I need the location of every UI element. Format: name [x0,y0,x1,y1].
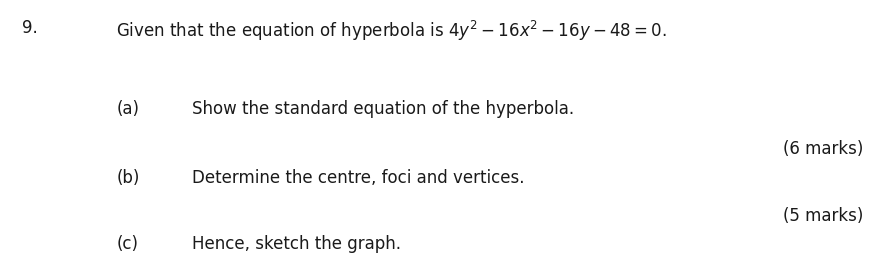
Text: Determine the centre, foci and vertices.: Determine the centre, foci and vertices. [192,169,525,187]
Text: (b): (b) [116,169,139,187]
Text: Given that the equation of hyperbola is $4y^2 - 16x^2 - 16y - 48 = 0$.: Given that the equation of hyperbola is … [116,19,667,43]
Text: Show the standard equation of the hyperbola.: Show the standard equation of the hyperb… [192,100,574,118]
Text: (6 marks): (6 marks) [782,140,863,158]
Text: (c): (c) [116,235,139,253]
Text: 9.: 9. [22,19,38,37]
Text: (5 marks): (5 marks) [782,207,863,225]
Text: Hence, sketch the graph.: Hence, sketch the graph. [192,235,401,253]
Text: (a): (a) [116,100,139,118]
